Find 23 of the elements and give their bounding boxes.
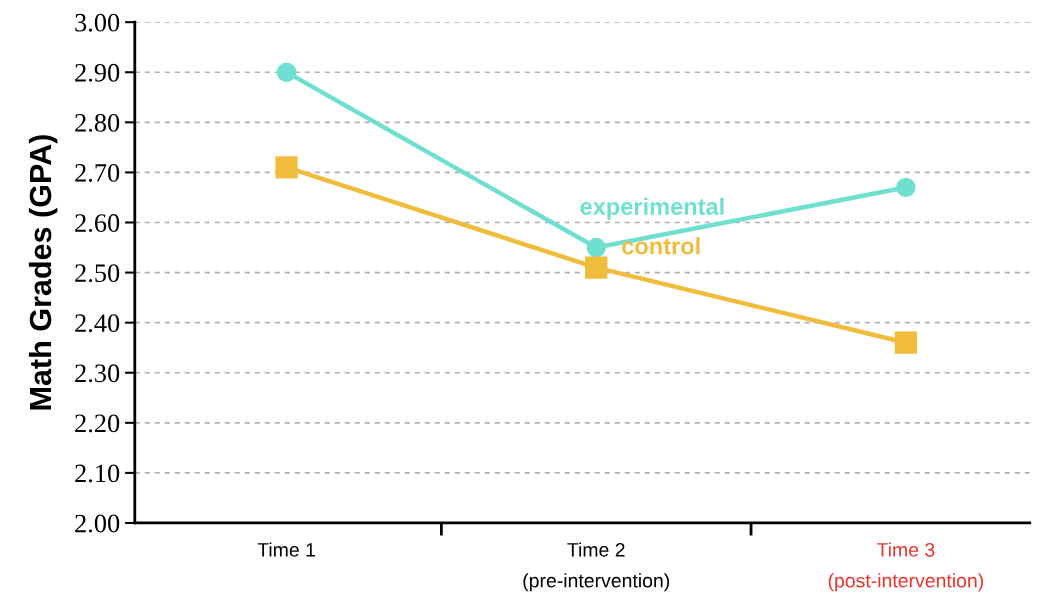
point	[585, 256, 608, 279]
y-tick-label: 2.60	[75, 214, 120, 233]
y-tick-label: 2.00	[75, 514, 120, 533]
y-tick-label: 2.40	[75, 314, 120, 333]
x-tick-label: Time 3 (post-intervention)	[828, 542, 984, 592]
y-tick-label: 3.00	[75, 13, 120, 32]
y-tick-label: 2.90	[75, 63, 120, 82]
y-tick-label: 2.20	[75, 414, 120, 433]
point	[586, 237, 606, 258]
x-tick-label: Time 2 (pre-intervention)	[523, 542, 670, 592]
point	[276, 62, 297, 82]
point	[275, 156, 298, 179]
y-tick-label: 2.80	[75, 113, 120, 132]
point	[896, 177, 916, 198]
y-tick-label: 2.30	[75, 364, 120, 383]
y-tick-label: 2.70	[75, 164, 120, 182]
point	[894, 331, 917, 354]
y-axis-title: Math Grades (GPA)	[28, 135, 58, 410]
x-tick-label: Time 1	[257, 542, 315, 557]
series-label: control	[622, 237, 700, 255]
y-tick-label: 2.50	[75, 264, 120, 283]
series-label: experimental	[580, 197, 724, 220]
y-tick-label: 2.10	[75, 464, 120, 483]
